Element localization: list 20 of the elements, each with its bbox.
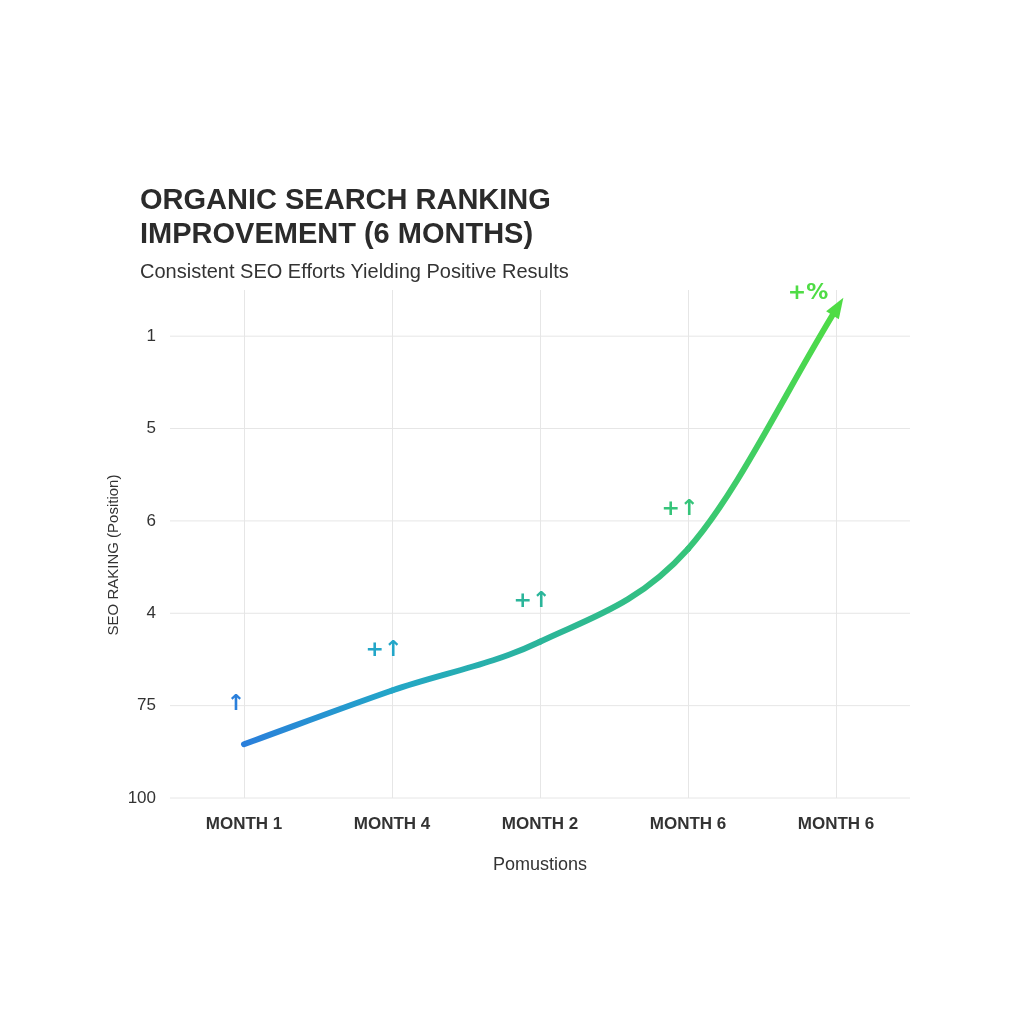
annotation: +↑ — [513, 587, 551, 613]
text: 5 — [146, 418, 156, 438]
annotation: +↑ — [365, 636, 403, 662]
text: 75 — [137, 695, 156, 715]
x-tick-label: MONTH 1 — [205, 813, 283, 833]
chart-subtitle: Consistent SEO Efforts Yielding Positive Results — [140, 260, 569, 283]
annotation: ↑ — [226, 689, 246, 715]
chart-title: ORGANIC SEARCH RANKING IMPROVEMENT (6 MONTHS) — [140, 182, 552, 250]
x-tick-label: MONTH 6 — [649, 813, 727, 833]
text: 4 — [146, 602, 156, 622]
y-axis-title: SEO RAKING (Position) — [103, 474, 121, 636]
text: 1 — [146, 325, 156, 345]
x-axis-title: Pomustions — [492, 854, 588, 875]
x-tick-label: MONTH 6 — [797, 813, 875, 833]
x-tick-label: MONTH 2 — [501, 813, 579, 833]
annotation: +↑ — [661, 494, 699, 520]
text: 6 — [146, 510, 156, 530]
text: 100 — [127, 787, 156, 807]
text: +% — [787, 279, 829, 305]
x-tick-label: MONTH 4 — [353, 813, 431, 833]
